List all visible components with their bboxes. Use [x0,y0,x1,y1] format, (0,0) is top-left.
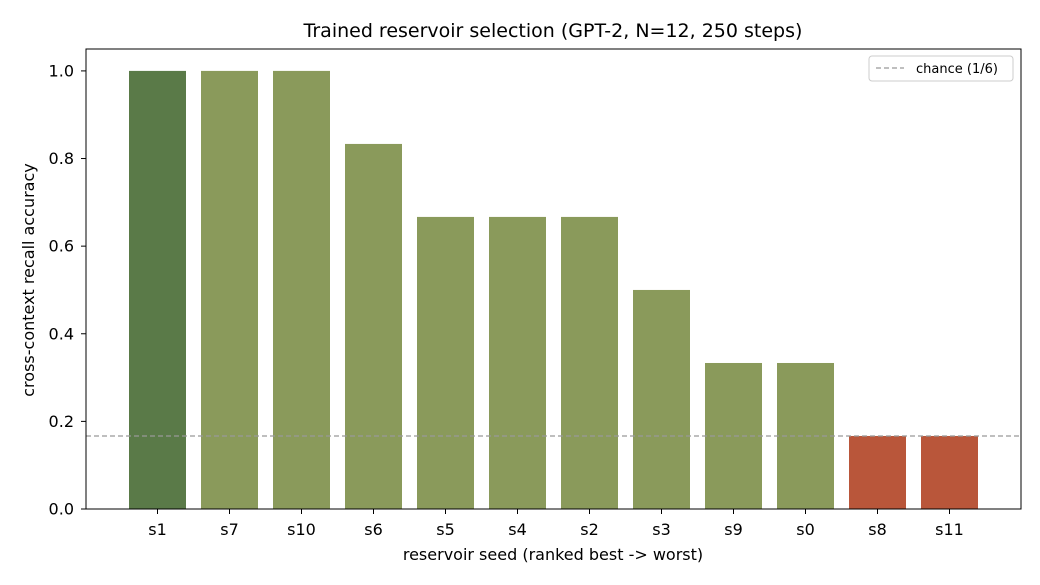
x-tick-label: s1 [148,520,167,539]
bar-s8 [849,435,906,509]
bar-s4 [489,216,546,509]
axes: 0.0 0.2 0.4 0.6 0.8 1.0 s1 s7 s10 s6 s5 s4 s2 s3 s9 s0 s… [49,48,1022,539]
bar-s11 [921,435,978,509]
y-tick-label: 0.4 [49,324,74,343]
x-tick-label: s7 [220,520,239,539]
bar-s6 [345,143,402,509]
legend-label-chance: chance (1/6) [916,62,998,77]
bar-s2 [561,216,618,509]
bar-s1 [129,70,186,510]
legend-box [868,55,1014,82]
y-tick-label: 0.6 [49,237,74,256]
x-tick-label: s9 [724,520,743,539]
x-tick-label: s11 [935,520,964,539]
x-tick-label: s0 [796,520,815,539]
x-tick-label: s6 [364,520,383,539]
y-tick-label: 0.2 [49,412,74,431]
bar-s3 [633,289,690,509]
x-tick-label: s10 [287,520,316,539]
bar-s5 [417,216,474,509]
x-tick-label: s3 [652,520,671,539]
x-tick-label: s8 [868,520,887,539]
x-axis-label: reservoir seed (ranked best -> worst) [403,545,703,564]
legend: chance (1/6) [868,55,1014,82]
plot-frame [85,48,1022,510]
bars [129,70,978,510]
bar-s7 [201,70,258,510]
y-tick-label: 1.0 [49,61,74,80]
x-tick-label: s5 [436,520,455,539]
bar-s10 [273,70,330,510]
x-tick-label: s2 [580,520,599,539]
y-axis-label: cross-context recall accuracy [19,163,38,396]
chart-title: Trained reservoir selection (GPT-2, N=12… [303,20,803,42]
y-tick-label: 0.0 [49,500,74,519]
y-tick-label: 0.8 [49,149,74,168]
x-tick-label: s4 [508,520,527,539]
